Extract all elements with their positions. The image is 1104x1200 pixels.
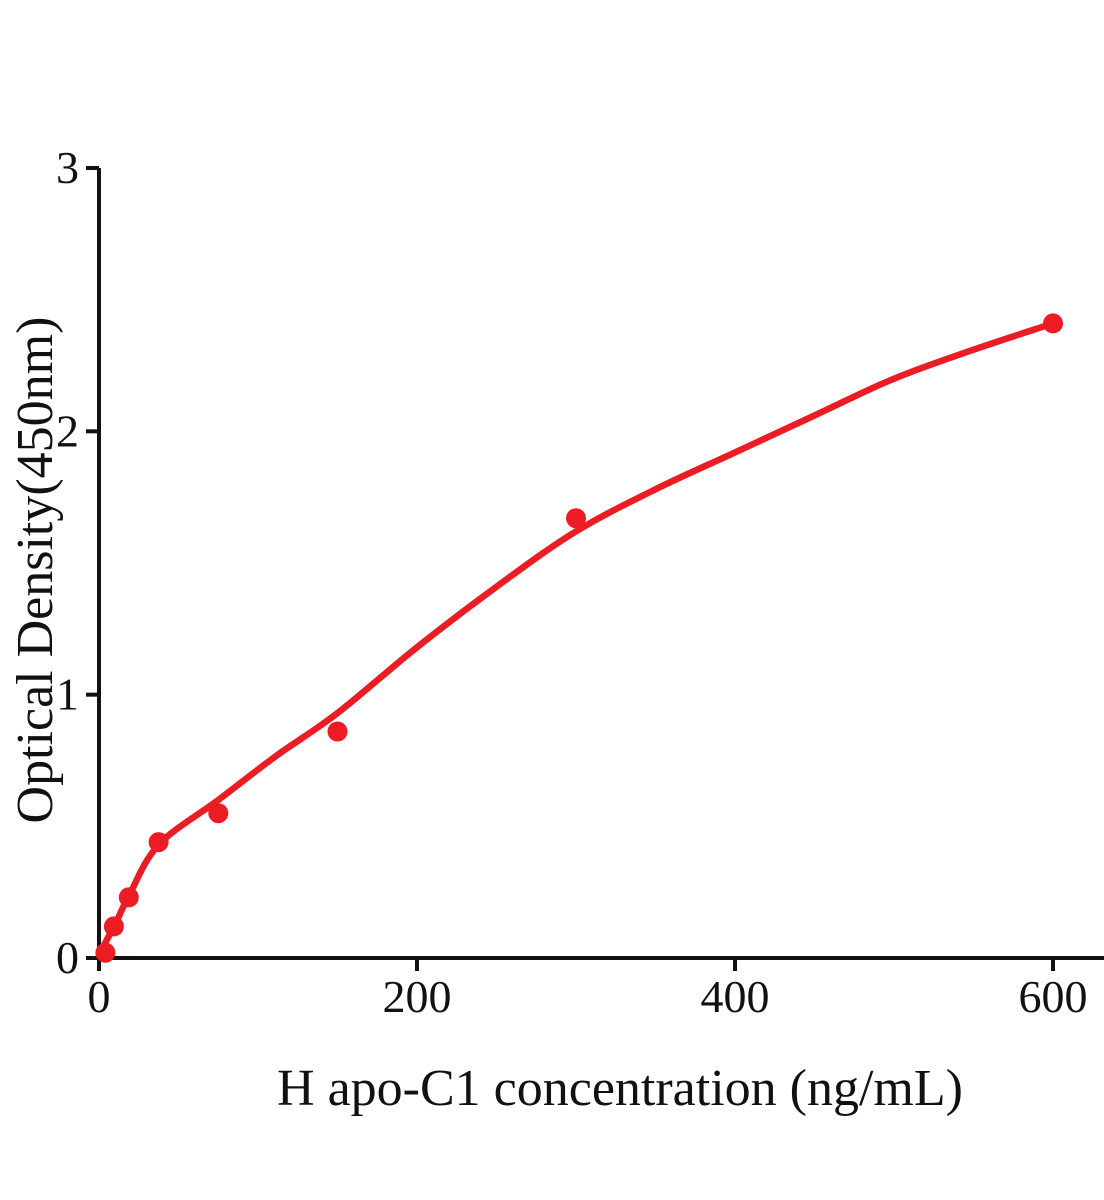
y-tick-label: 1 bbox=[56, 669, 79, 720]
y-axis-title: Optical Density(450nm) bbox=[7, 317, 64, 824]
data-point bbox=[566, 508, 586, 529]
x-tick-label: 600 bbox=[1019, 971, 1088, 1022]
x-tick-label: 400 bbox=[701, 971, 770, 1022]
tick-labels: 0 1 2 3 0 200 400 600 bbox=[56, 142, 1088, 1022]
data-point bbox=[327, 721, 348, 742]
fit-curve-line bbox=[95, 320, 1057, 959]
data-point bbox=[208, 803, 229, 824]
data-point bbox=[103, 916, 124, 937]
data-point bbox=[1043, 313, 1063, 334]
data-point bbox=[95, 942, 116, 963]
y-tick-label: 3 bbox=[56, 142, 79, 193]
data-point bbox=[148, 832, 169, 853]
x-tick-label: 200 bbox=[383, 971, 452, 1022]
axes bbox=[86, 166, 1104, 971]
data-points bbox=[95, 313, 1063, 963]
y-tick-label: 2 bbox=[56, 405, 79, 456]
x-tick-label: 0 bbox=[88, 971, 111, 1022]
y-tick-label: 0 bbox=[56, 932, 79, 983]
data-point bbox=[118, 887, 139, 908]
x-axis-title: H apo-C1 concentration (ng/mL) bbox=[277, 1060, 963, 1117]
